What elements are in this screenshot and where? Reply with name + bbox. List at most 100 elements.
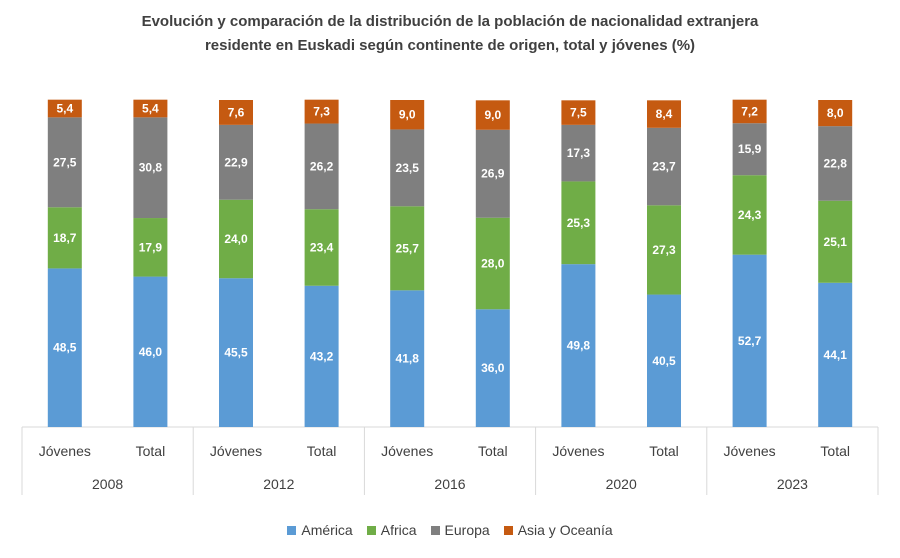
data-label: 18,7 xyxy=(53,231,77,245)
data-label: 17,9 xyxy=(139,240,163,254)
bar-segment-europa xyxy=(390,129,425,207)
group-label-2023: 2023 xyxy=(777,476,808,492)
data-label: 44,1 xyxy=(824,348,848,362)
legend: América Africa Europa Asia y Oceanía xyxy=(0,522,900,538)
data-label: 8,0 xyxy=(827,106,844,120)
data-label: 36,0 xyxy=(481,361,505,375)
bar-segment-américa xyxy=(475,309,510,427)
data-label: 5,4 xyxy=(142,102,159,116)
category-label: Total xyxy=(307,443,337,459)
bar-segment-asia-y-oceanía xyxy=(732,99,767,124)
bar-segment-africa xyxy=(818,200,853,283)
bar-segment-américa xyxy=(47,268,82,427)
bar-segment-europa xyxy=(732,123,767,176)
bar-segment-asia-y-oceanía xyxy=(561,100,596,125)
bar-segment-europa xyxy=(304,123,339,210)
data-label: 25,3 xyxy=(567,216,591,230)
data-label: 7,2 xyxy=(741,104,758,118)
legend-swatch xyxy=(366,525,376,535)
data-label: 49,8 xyxy=(567,339,591,353)
bar-segment-europa xyxy=(647,127,681,206)
data-label: 24,3 xyxy=(738,208,762,222)
category-label: Total xyxy=(136,443,166,459)
legend-item: América xyxy=(287,522,353,538)
bar-segment-europa xyxy=(133,117,168,219)
bar-segment-américa xyxy=(561,264,596,427)
data-label: 41,8 xyxy=(396,352,420,366)
data-label: 30,8 xyxy=(139,161,163,175)
data-label: 8,4 xyxy=(656,107,673,121)
bar-segment-asia-y-oceanía xyxy=(219,100,253,125)
data-label: 23,5 xyxy=(396,161,420,175)
legend-item: Asia y Oceanía xyxy=(503,522,613,538)
bar-segment-africa xyxy=(647,205,681,295)
bar-segment-europa xyxy=(818,126,853,201)
data-label: 43,2 xyxy=(310,349,334,363)
bar-segment-africa xyxy=(304,209,339,286)
data-label: 25,1 xyxy=(824,235,848,249)
data-label: 17,3 xyxy=(567,146,591,160)
category-label: Jóvenes xyxy=(39,443,91,459)
group-label-2008: 2008 xyxy=(92,476,123,492)
category-label: Total xyxy=(649,443,679,459)
bar-segment-américa xyxy=(390,290,425,427)
bar-segment-asia-y-oceanía xyxy=(133,99,168,118)
legend-swatch xyxy=(287,525,297,535)
bar-segment-africa xyxy=(133,218,168,277)
bar-segment-africa xyxy=(561,181,596,265)
bar-segment-américa xyxy=(647,294,681,427)
bar-segment-asia-y-oceanía xyxy=(390,100,425,130)
bar-segment-africa xyxy=(47,207,82,269)
bar-segment-asia-y-oceanía xyxy=(818,100,853,127)
legend-swatch xyxy=(503,525,513,535)
bar-segment-asia-y-oceanía xyxy=(647,100,681,128)
bar-segment-asia-y-oceanía xyxy=(47,99,82,118)
data-label: 22,9 xyxy=(224,155,248,169)
data-label: 40,5 xyxy=(652,354,676,368)
data-label: 5,4 xyxy=(56,102,73,116)
legend-swatch xyxy=(430,525,440,535)
data-label: 7,3 xyxy=(313,105,330,119)
bar-segment-europa xyxy=(475,129,510,218)
legend-label: América xyxy=(301,522,353,538)
data-label: 15,9 xyxy=(738,142,762,156)
bar-segment-europa xyxy=(219,124,253,200)
stacked-bar-chart: 2008 Jóvenes 48,5 18,7 27,5 5,4 Total 46,0 17,9 3… xyxy=(21,99,879,495)
legend-item: Europa xyxy=(430,522,490,538)
data-label: 26,9 xyxy=(481,167,505,181)
data-label: 26,2 xyxy=(310,159,334,173)
data-label: 25,7 xyxy=(396,241,420,255)
bar-segment-europa xyxy=(561,124,596,182)
data-label: 9,0 xyxy=(484,108,501,122)
bar-segment-africa xyxy=(475,217,510,310)
bar-segment-asia-y-oceanía xyxy=(304,99,339,124)
chart-title: Evolución y comparación de la distribuci… xyxy=(0,10,900,58)
category-label: Jóvenes xyxy=(724,443,776,459)
bar-segment-américa xyxy=(304,285,339,427)
category-label: Jóvenes xyxy=(552,443,604,459)
data-label: 9,0 xyxy=(399,108,416,122)
group-label-2016: 2016 xyxy=(434,476,465,492)
legend-label: Europa xyxy=(444,522,490,538)
legend-item: Africa xyxy=(366,522,417,538)
group-label-2012: 2012 xyxy=(263,476,294,492)
bar-segment-américa xyxy=(219,278,253,427)
data-label: 24,0 xyxy=(224,232,248,246)
data-label: 7,5 xyxy=(570,106,587,120)
category-label: Total xyxy=(820,443,850,459)
chart-title-line-1: Evolución y comparación de la distribuci… xyxy=(141,13,759,30)
legend-label: Africa xyxy=(380,522,417,538)
data-label: 46,0 xyxy=(139,345,163,359)
bar-segment-asia-y-oceanía xyxy=(475,100,510,130)
bar-segment-africa xyxy=(219,199,253,279)
category-label: Total xyxy=(478,443,508,459)
data-label: 23,4 xyxy=(310,240,334,254)
data-label: 27,5 xyxy=(53,155,77,169)
bar-segment-africa xyxy=(390,206,425,291)
bar-segment-africa xyxy=(732,175,767,255)
bar-segment-américa xyxy=(133,276,168,427)
category-label: Jóvenes xyxy=(210,443,262,459)
bar-segment-europa xyxy=(47,117,82,208)
data-label: 48,5 xyxy=(53,341,77,355)
data-label: 22,8 xyxy=(824,156,848,170)
